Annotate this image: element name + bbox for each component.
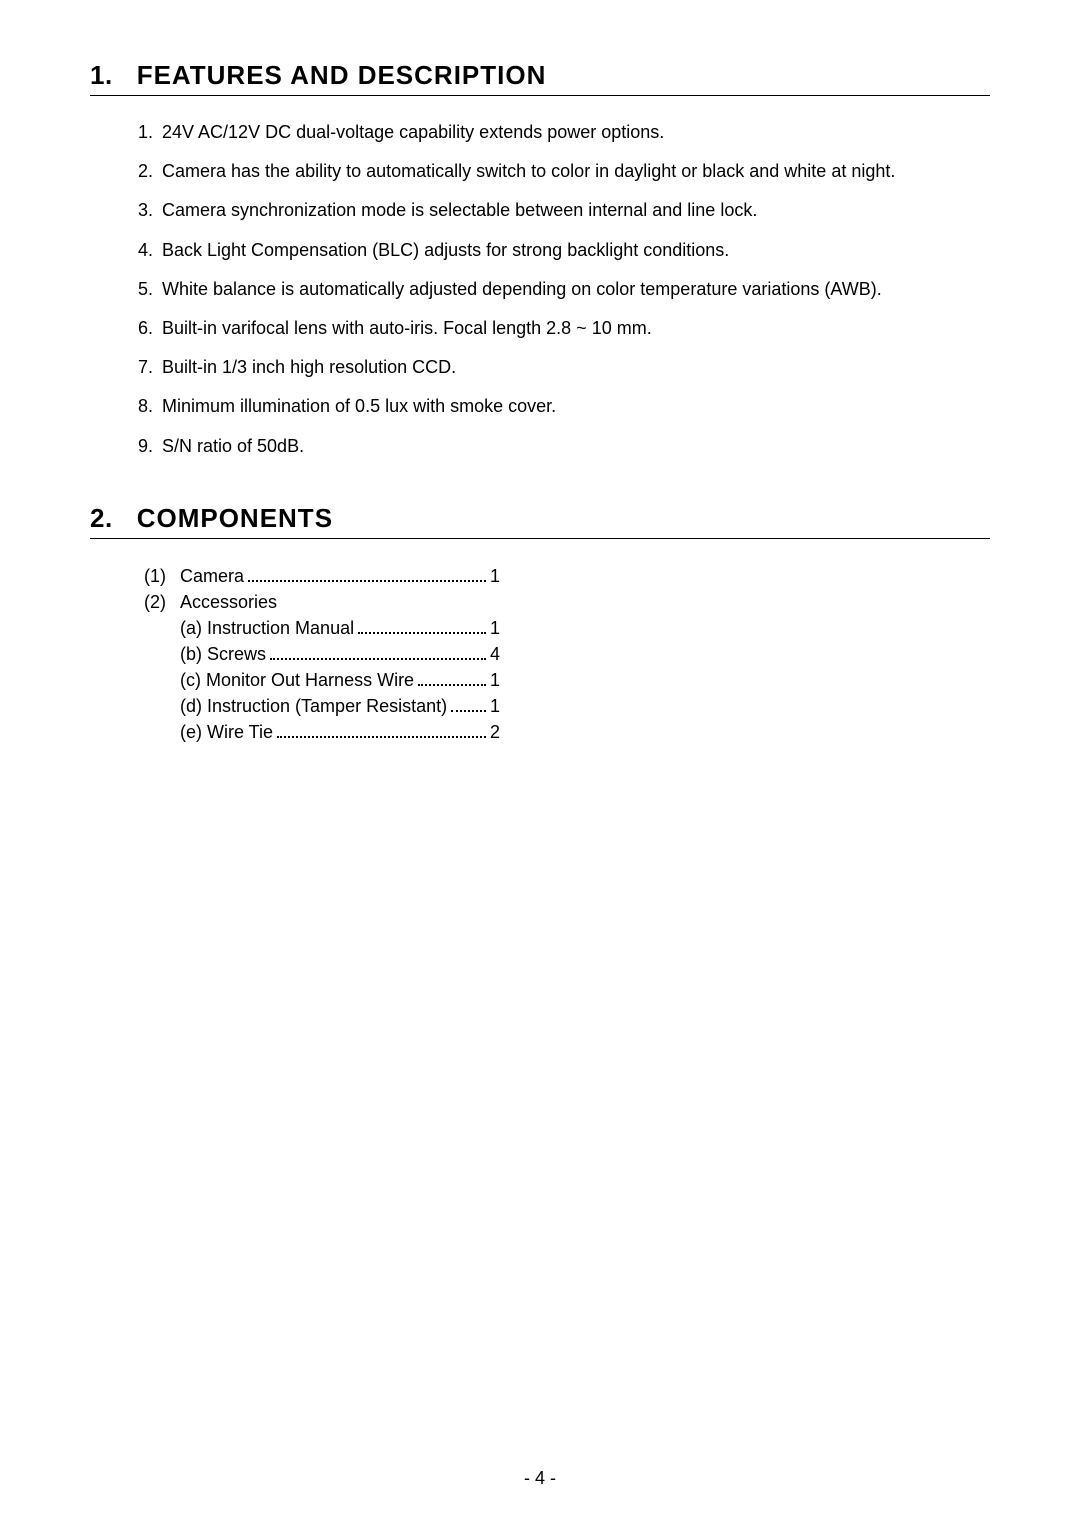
component-label: Accessories	[180, 589, 990, 615]
accessory-item: (b) Screws 4	[180, 641, 990, 667]
accessory-qty: 1	[490, 693, 500, 719]
leader-dots	[277, 736, 486, 738]
leader-dots	[451, 710, 486, 712]
feature-item: 9. S/N ratio of 50dB.	[138, 434, 990, 459]
section-1-number: 1.	[90, 60, 113, 91]
leader-dots	[358, 632, 486, 634]
feature-item: 8. Minimum illumination of 0.5 lux with …	[138, 394, 990, 419]
component-qty: 1	[490, 563, 500, 589]
feature-item: 5. White balance is automatically adjust…	[138, 277, 990, 302]
accessory-item: (d) Instruction (Tamper Resistant) 1	[180, 693, 990, 719]
features-list: 1. 24V AC/12V DC dual-voltage capability…	[90, 120, 990, 459]
feature-number: 5.	[138, 277, 162, 302]
feature-text: Camera has the ability to automatically …	[162, 159, 990, 184]
feature-text: 24V AC/12V DC dual-voltage capability ex…	[162, 120, 990, 145]
accessory-marker: (e)	[180, 722, 202, 742]
accessory-label: Instruction (Tamper Resistant)	[207, 696, 447, 716]
feature-number: 2.	[138, 159, 162, 184]
component-marker: (1)	[138, 563, 180, 589]
accessory-qty: 1	[490, 615, 500, 641]
component-item: (1) Camera 1	[138, 563, 990, 589]
component-marker: (2)	[138, 589, 180, 746]
accessory-qty: 2	[490, 719, 500, 745]
section-2-heading: 2. COMPONENTS	[90, 503, 990, 539]
component-item: (2) Accessories (a) Instruction Manual 1…	[138, 589, 990, 746]
feature-text: Camera synchronization mode is selectabl…	[162, 198, 990, 223]
page-number: - 4 -	[0, 1468, 1080, 1489]
feature-number: 9.	[138, 434, 162, 459]
accessory-marker: (a)	[180, 618, 202, 638]
feature-text: Back Light Compensation (BLC) adjusts fo…	[162, 238, 990, 263]
feature-item: 2. Camera has the ability to automatical…	[138, 159, 990, 184]
accessory-item: (c) Monitor Out Harness Wire 1	[180, 667, 990, 693]
accessory-label: Screws	[207, 644, 266, 664]
feature-number: 4.	[138, 238, 162, 263]
accessory-marker: (c)	[180, 670, 201, 690]
accessory-label: Instruction Manual	[207, 618, 354, 638]
accessory-marker: (b)	[180, 644, 202, 664]
section-2-title: COMPONENTS	[137, 503, 333, 534]
feature-text: White balance is automatically adjusted …	[162, 277, 990, 302]
feature-number: 7.	[138, 355, 162, 380]
accessory-label: Wire Tie	[207, 722, 273, 742]
feature-item: 3. Camera synchronization mode is select…	[138, 198, 990, 223]
feature-text: S/N ratio of 50dB.	[162, 434, 990, 459]
leader-dots	[418, 684, 486, 686]
feature-number: 1.	[138, 120, 162, 145]
section-2-number: 2.	[90, 503, 113, 534]
feature-text: Built-in 1/3 inch high resolution CCD.	[162, 355, 990, 380]
feature-item: 6. Built-in varifocal lens with auto-iri…	[138, 316, 990, 341]
feature-item: 4. Back Light Compensation (BLC) adjusts…	[138, 238, 990, 263]
accessory-label: Monitor Out Harness Wire	[206, 670, 414, 690]
section-1-heading: 1. FEATURES AND DESCRIPTION	[90, 60, 990, 96]
section-1-title: FEATURES AND DESCRIPTION	[137, 60, 547, 91]
leader-dots	[248, 580, 486, 582]
feature-text: Built-in varifocal lens with auto-iris. …	[162, 316, 990, 341]
accessory-item: (a) Instruction Manual 1	[180, 615, 990, 641]
feature-number: 3.	[138, 198, 162, 223]
accessory-item: (e) Wire Tie 2	[180, 719, 990, 745]
accessory-marker: (d)	[180, 696, 202, 716]
feature-number: 8.	[138, 394, 162, 419]
feature-text: Minimum illumination of 0.5 lux with smo…	[162, 394, 990, 419]
accessories-sublist: (a) Instruction Manual 1 (b) Screws 4 (c…	[180, 615, 990, 745]
accessory-qty: 1	[490, 667, 500, 693]
component-label: Camera	[180, 563, 244, 589]
feature-item: 1. 24V AC/12V DC dual-voltage capability…	[138, 120, 990, 145]
components-list: (1) Camera 1 (2) Accessories (a) Instruc…	[90, 563, 990, 746]
accessory-qty: 4	[490, 641, 500, 667]
feature-number: 6.	[138, 316, 162, 341]
feature-item: 7. Built-in 1/3 inch high resolution CCD…	[138, 355, 990, 380]
leader-dots	[270, 658, 486, 660]
